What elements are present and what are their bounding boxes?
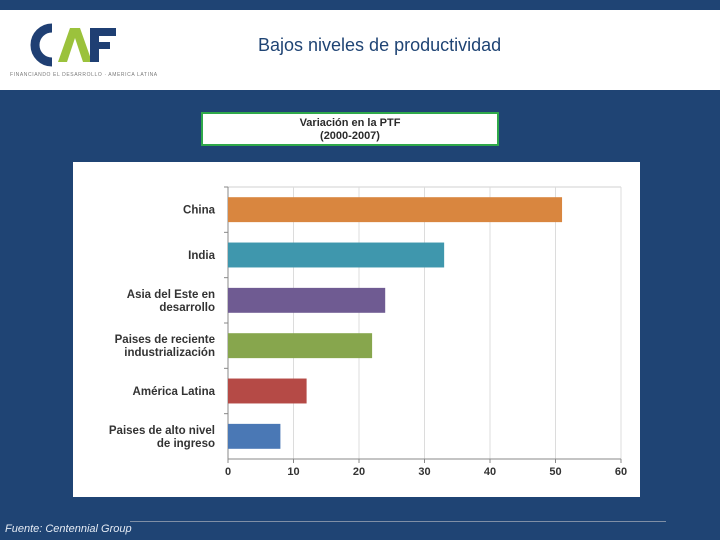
source-note: Fuente: Centennial Group: [5, 523, 132, 535]
category-label: India: [188, 250, 215, 262]
x-tick-label: 30: [418, 466, 430, 478]
chart-title-box: Variación en la PTF (2000-2007): [201, 112, 499, 146]
caf-logo: [30, 23, 116, 67]
header-bar: FINANCIANDO EL DESARROLLO · AMERICA LATI…: [0, 10, 720, 90]
x-tick-label: 10: [287, 466, 299, 478]
x-tick-label: 50: [549, 466, 561, 478]
x-tick-label: 60: [615, 466, 627, 478]
bar: [228, 287, 386, 313]
logo-tagline: FINANCIANDO EL DESARROLLO · AMERICA LATI…: [10, 72, 158, 78]
bar: [228, 197, 563, 223]
chart-title-line2: (2000-2007): [320, 130, 380, 142]
category-label: de ingreso: [157, 438, 215, 450]
category-label: desarrollo: [159, 302, 215, 314]
bar: [228, 378, 307, 404]
x-tick-label: 20: [353, 466, 365, 478]
category-label: Paises de alto nivel: [109, 425, 215, 437]
chart-panel: 0 10 20 30 40 50 60 China India Asia del Este en d…: [73, 162, 640, 497]
x-tick-label: 40: [484, 466, 496, 478]
page-title: Bajos niveles de productividad: [258, 35, 502, 55]
x-tick-label: 0: [225, 466, 231, 478]
bar: [228, 423, 281, 449]
category-label: América Latina: [133, 386, 216, 398]
bar: [228, 242, 445, 268]
category-label: Paises de reciente: [115, 334, 215, 346]
bar: [228, 333, 373, 359]
category-label: China: [183, 205, 216, 217]
category-label: Asia del Este en: [127, 289, 215, 301]
category-label: industrialización: [124, 347, 215, 359]
top-strip: [0, 0, 720, 10]
chart-title-line1: Variación en la PTF: [299, 117, 401, 129]
footer-divider: [130, 521, 666, 522]
